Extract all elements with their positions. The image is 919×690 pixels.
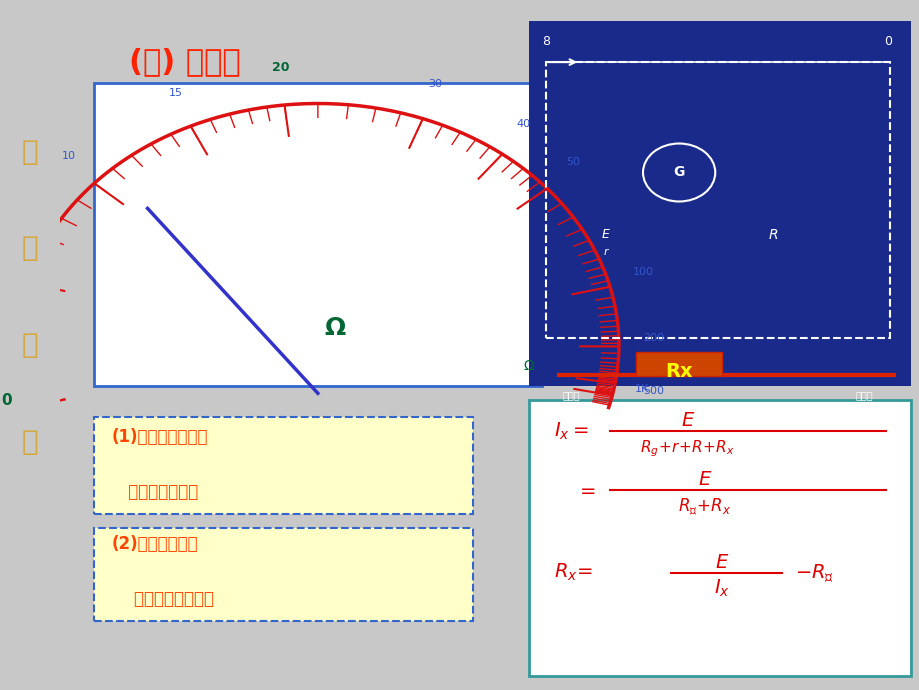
Text: 500: 500 <box>642 386 664 396</box>
Text: 100: 100 <box>632 266 653 277</box>
FancyBboxPatch shape <box>528 21 911 386</box>
Text: Ω: Ω <box>523 359 533 373</box>
Text: $R_x\!=\!$: $R_x\!=\!$ <box>554 562 593 583</box>
Text: 8: 8 <box>541 35 550 48</box>
Text: (1)零刻度在右边，: (1)零刻度在右边， <box>111 428 208 446</box>
Text: 一: 一 <box>21 138 39 166</box>
Text: 左边密、右边稀。: 左边密、右边稀。 <box>111 590 214 608</box>
Text: $I_x$: $I_x$ <box>713 578 730 598</box>
Text: $-R_{内}$: $-R_{内}$ <box>794 563 834 585</box>
Text: $E$: $E$ <box>680 411 694 431</box>
Text: $E$: $E$ <box>714 553 729 572</box>
Text: 30: 30 <box>427 79 441 89</box>
Text: 欧: 欧 <box>21 235 39 262</box>
Text: 红表笔: 红表笔 <box>562 390 580 400</box>
FancyBboxPatch shape <box>94 83 541 386</box>
Text: Ω: Ω <box>324 316 346 339</box>
Text: 40: 40 <box>516 119 530 129</box>
Text: $I_x=$: $I_x=$ <box>554 421 588 442</box>
Text: 200: 200 <box>642 333 664 343</box>
Text: 黑表笔: 黑表笔 <box>855 390 872 400</box>
Text: 1K: 1K <box>634 384 648 394</box>
Text: Rx: Rx <box>664 362 692 381</box>
Text: 0: 0 <box>2 393 12 408</box>
Text: 姆: 姆 <box>21 331 39 359</box>
Text: G: G <box>673 166 684 179</box>
Text: r: r <box>603 247 607 257</box>
Text: $R_{内}\!+\!R_x$: $R_{内}\!+\!R_x$ <box>677 497 731 518</box>
Text: 0: 0 <box>883 35 891 48</box>
Text: 20: 20 <box>272 61 289 74</box>
FancyBboxPatch shape <box>94 528 472 621</box>
Text: R: R <box>768 228 777 242</box>
Text: 表: 表 <box>21 428 39 455</box>
FancyBboxPatch shape <box>94 417 472 514</box>
Text: (2)刻度不均匀，: (2)刻度不均匀， <box>111 535 198 553</box>
Bar <box>635 352 721 376</box>
Text: 10: 10 <box>62 151 75 161</box>
Text: $E$: $E$ <box>697 470 711 489</box>
Text: (三) 刻度：: (三) 刻度： <box>129 48 240 77</box>
Text: 左边为无限大。: 左边为无限大。 <box>111 483 199 501</box>
Text: E: E <box>601 228 609 241</box>
Text: 50: 50 <box>566 157 580 167</box>
Text: $=$: $=$ <box>575 480 596 500</box>
Text: 15: 15 <box>169 88 183 98</box>
FancyBboxPatch shape <box>528 400 911 676</box>
Text: $R_g\!+\!r\!+\!R\!+\!R_x$: $R_g\!+\!r\!+\!R\!+\!R_x$ <box>640 438 734 459</box>
